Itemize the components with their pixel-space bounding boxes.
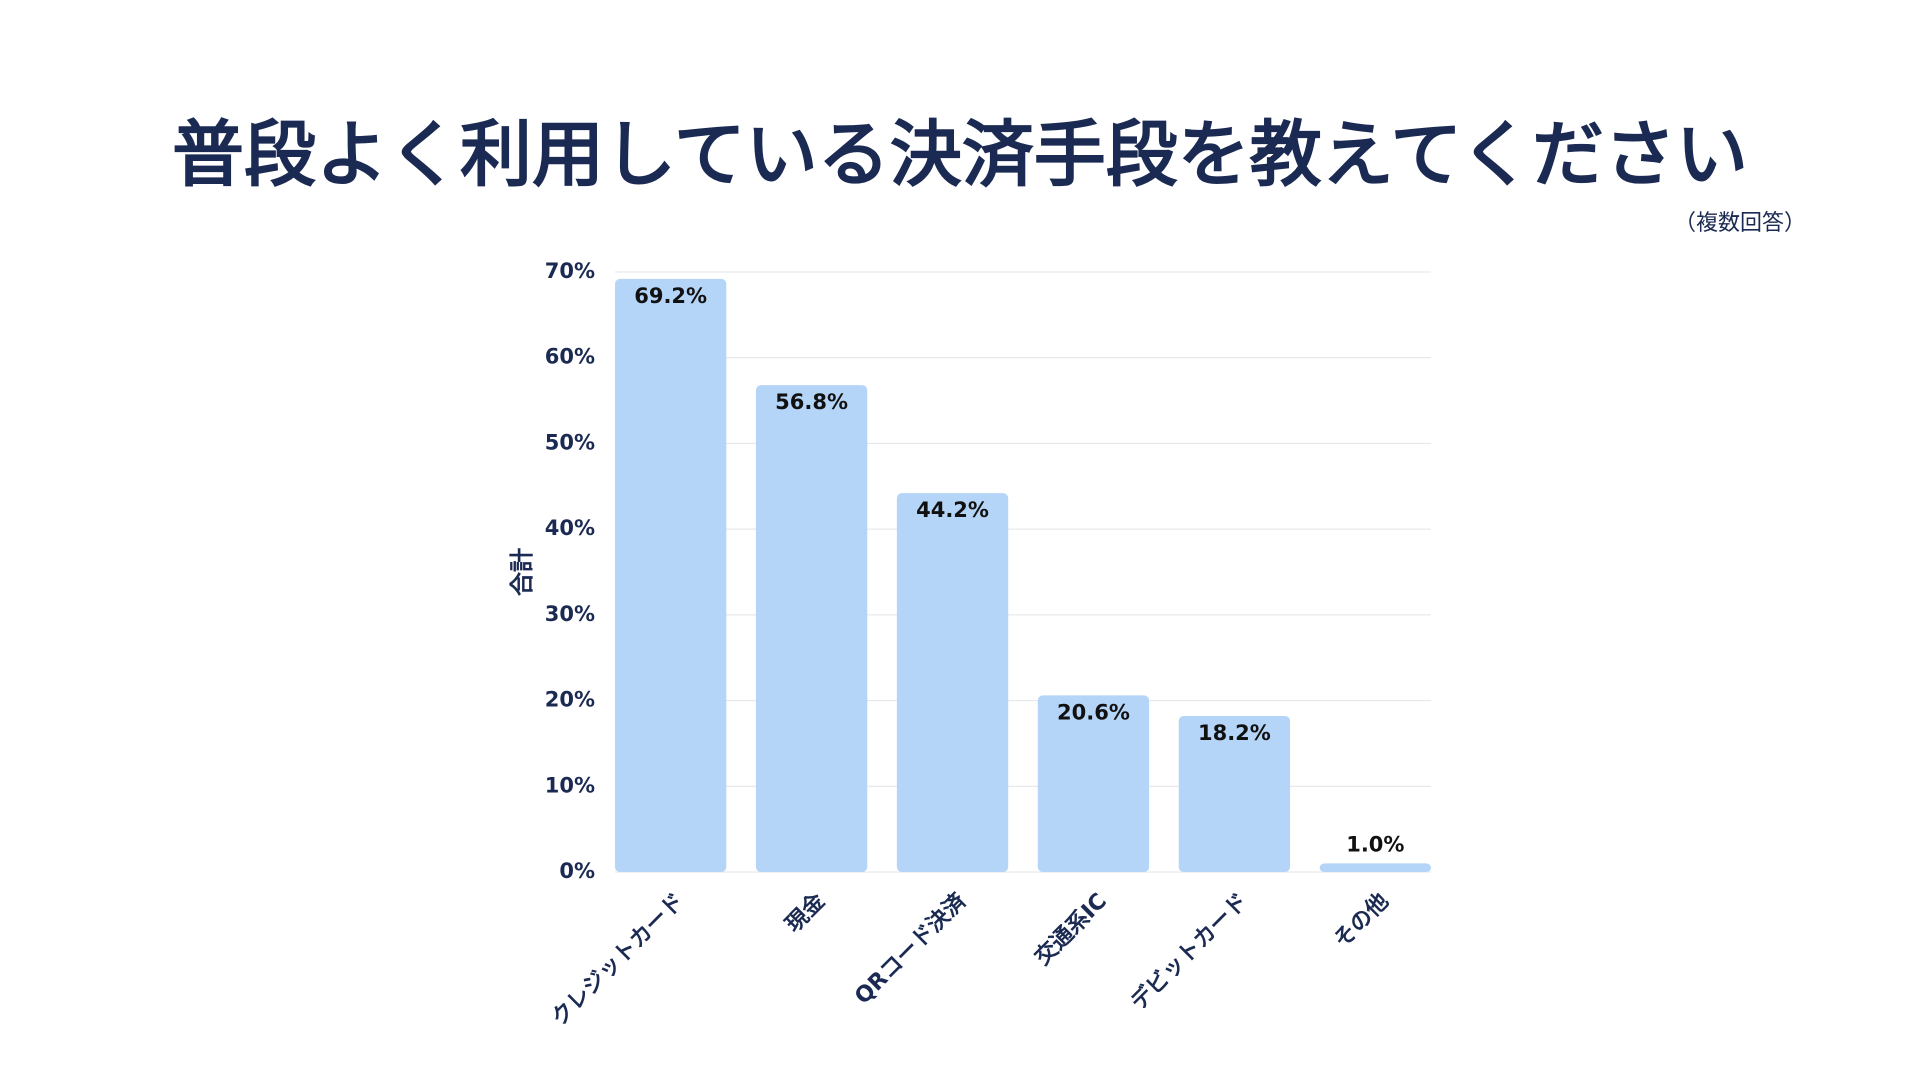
y-axis-label: 合計 — [508, 548, 536, 596]
x-tick-label: 交通系IC — [1030, 889, 1112, 971]
x-tick-label: 現金 — [781, 889, 830, 938]
value-label: 1.0% — [1346, 832, 1404, 856]
x-tick-label: QRコード決済 — [850, 887, 972, 1009]
bar — [1037, 695, 1150, 872]
x-tick-label: クレジットカード — [547, 889, 689, 1031]
y-tick-label: 50% — [545, 430, 595, 454]
value-label: 56.8% — [775, 390, 848, 414]
y-tick-label: 60% — [545, 345, 595, 369]
value-label: 20.6% — [1057, 700, 1130, 724]
bar — [896, 493, 1009, 872]
y-tick-label: 20% — [545, 688, 595, 712]
y-tick-label: 30% — [545, 602, 595, 626]
y-tick-label: 70% — [545, 259, 595, 283]
y-tick-label: 10% — [545, 773, 595, 797]
y-tick-label: 0% — [559, 859, 595, 883]
value-label: 18.2% — [1198, 721, 1271, 745]
x-tick-label: その他 — [1329, 889, 1393, 953]
value-label: 69.2% — [634, 284, 707, 308]
value-label: 44.2% — [916, 498, 989, 522]
chart-title: 普段よく利用している決済手段を教えてください — [172, 113, 1748, 197]
y-tick-label: 40% — [545, 516, 595, 540]
chart-subtitle: （複数回答） — [1674, 211, 1806, 236]
bar — [1178, 716, 1291, 872]
bar — [615, 278, 727, 872]
bar — [755, 385, 868, 872]
bar — [1319, 863, 1431, 872]
x-tick-label: デビットカード — [1126, 888, 1253, 1015]
